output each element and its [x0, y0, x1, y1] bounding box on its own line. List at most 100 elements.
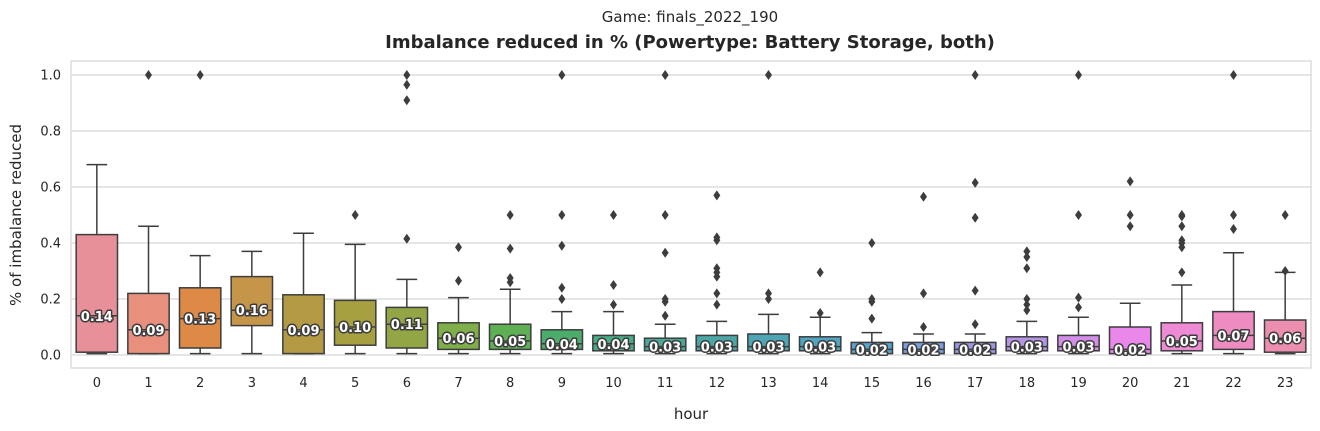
- box-iqr: [850, 341, 894, 355]
- outlier-point: [1126, 210, 1134, 220]
- outlier-point: [1075, 70, 1082, 80]
- outlier-point: [403, 79, 411, 90]
- median-label: 0.02: [907, 343, 939, 358]
- outlier-point: [1075, 292, 1082, 303]
- box-hour-2: 0.13: [178, 70, 222, 355]
- outlier-point: [868, 313, 876, 324]
- outlier-point: [971, 70, 979, 80]
- box-hour-23: 0.06: [1263, 210, 1307, 355]
- y-tick-label: 1.0: [40, 69, 61, 84]
- median-label: 0.04: [546, 338, 578, 353]
- x-tick-label: 23: [1277, 376, 1294, 391]
- y-tick-label: 0.2: [40, 293, 61, 308]
- outlier-point: [1178, 267, 1186, 278]
- median-label: 0.02: [856, 343, 888, 358]
- outlier-point: [506, 243, 514, 254]
- outlier-point: [558, 240, 566, 251]
- y-tick-label: 0.4: [40, 237, 61, 252]
- outlier-point: [351, 210, 359, 220]
- median-label: 0.03: [1062, 341, 1094, 356]
- box-hour-9: 0.04: [540, 70, 584, 355]
- outlier-point: [1178, 221, 1186, 232]
- box-iqr: [953, 341, 997, 355]
- box-iqr: [230, 275, 274, 327]
- outlier-point: [661, 294, 669, 304]
- box-hour-18: 0.03: [1005, 246, 1049, 357]
- outlier-point: [196, 70, 204, 80]
- outlier-point: [1023, 252, 1031, 262]
- outlier-point: [765, 288, 772, 299]
- box-hour-8: 0.05: [488, 210, 532, 355]
- outlier-point: [403, 233, 411, 244]
- median-label: 0.05: [494, 335, 526, 350]
- outlier-point: [1126, 176, 1134, 187]
- outlier-point: [610, 299, 617, 310]
- box-hour-11: 0.03: [643, 70, 687, 357]
- outlier-point: [1023, 294, 1031, 304]
- median-label: 0.06: [1269, 332, 1301, 347]
- box-iqr: [488, 323, 532, 351]
- median-label: 0.02: [959, 343, 991, 358]
- outlier-point: [1126, 221, 1134, 232]
- box-iqr: [127, 292, 170, 355]
- outlier-point: [920, 191, 927, 202]
- x-tick-label: 5: [351, 376, 359, 391]
- y-axis-label: % of imbalance reduced: [7, 124, 25, 306]
- outlier-point: [455, 275, 462, 286]
- box-hour-0: 0.14: [75, 163, 119, 355]
- box-hour-4: 0.09: [282, 232, 325, 355]
- x-tick-label: 6: [403, 376, 411, 391]
- box-iqr: [902, 341, 945, 355]
- x-tick-label: 13: [760, 376, 777, 391]
- box-hour-21: 0.05: [1160, 210, 1204, 355]
- box-hour-1: 0.09: [127, 70, 170, 355]
- box-iqr: [1212, 310, 1255, 351]
- chart-suptitle: Game: finals_2022_190: [602, 8, 778, 27]
- x-tick-label: 0: [93, 376, 101, 391]
- outlier-point: [920, 288, 927, 299]
- x-axis-label: hour: [674, 405, 709, 423]
- box-iqr: [333, 299, 377, 346]
- median-label: 0.03: [649, 341, 681, 356]
- x-tick-label: 17: [967, 376, 984, 391]
- median-label: 0.07: [1217, 329, 1249, 344]
- x-tick-label: 15: [864, 376, 881, 391]
- outlier-point: [558, 294, 566, 304]
- x-tick-label: 12: [709, 376, 726, 391]
- outlier-point: [661, 70, 669, 80]
- x-tick-label: 16: [915, 376, 932, 391]
- outlier-point: [1281, 210, 1289, 220]
- outlier-point: [1075, 302, 1082, 313]
- outlier-point: [610, 210, 617, 220]
- box-hour-13: 0.03: [747, 70, 790, 357]
- box-hour-19: 0.03: [1057, 70, 1100, 357]
- x-tick-label: 21: [1174, 376, 1191, 391]
- outlier-point: [403, 95, 411, 106]
- outlier-point: [1075, 210, 1082, 220]
- median-label: 0.06: [442, 332, 474, 347]
- outlier-point: [868, 294, 876, 304]
- outlier-point: [765, 294, 772, 304]
- outlier-point: [920, 322, 927, 332]
- box-hour-7: 0.06: [437, 242, 480, 355]
- outlier-point: [661, 210, 669, 220]
- outlier-point: [868, 238, 876, 248]
- outlier-point: [713, 190, 721, 201]
- box-hour-17: 0.02: [953, 70, 997, 360]
- outlier-point: [1230, 70, 1237, 80]
- plot-area: [70, 60, 1312, 369]
- y-tick-labels: 0.0 0.2 0.4 0.6 0.8 1.0: [40, 69, 61, 364]
- box-hour-5: 0.10: [333, 210, 377, 355]
- box-iqr: [1160, 322, 1204, 352]
- box-iqr: [643, 337, 687, 352]
- outlier-point: [506, 210, 514, 220]
- box-iqr: [282, 294, 325, 355]
- x-tick-label: 7: [454, 376, 462, 391]
- x-tick-labels: 0 1 2 3 4 5 6 7 8 9 10 11 12 13 14 15 16 17 18 19 20 21 22 23: [93, 376, 1294, 391]
- x-tick-label: 18: [1019, 376, 1036, 391]
- x-tick-label: 2: [196, 376, 204, 391]
- y-tick-label: 0.0: [40, 349, 61, 364]
- outlier-point: [1023, 246, 1031, 257]
- outlier-point: [455, 242, 462, 253]
